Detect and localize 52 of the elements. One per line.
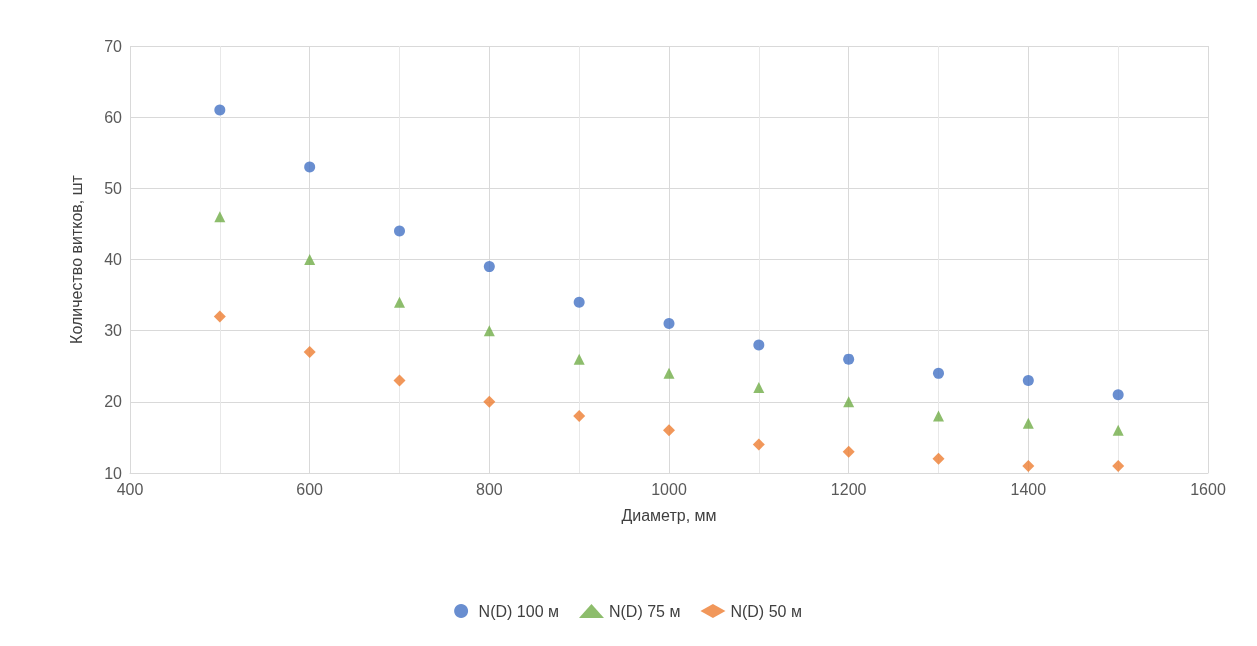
point — [933, 410, 944, 422]
legend-label: N(D) 75 м — [608, 602, 681, 620]
point — [214, 104, 226, 116]
y-tick-label: 70 — [104, 37, 123, 55]
point — [394, 296, 405, 308]
point — [393, 374, 406, 387]
y-tick-label: 30 — [104, 322, 123, 340]
y-tick-label: 50 — [104, 179, 123, 197]
point — [483, 325, 495, 337]
point — [573, 410, 586, 423]
point — [663, 424, 675, 437]
point — [1022, 417, 1034, 429]
x-axis-title: Диаметр, мм — [621, 506, 717, 524]
point — [1112, 424, 1124, 436]
x-tick-label: 1600 — [1190, 480, 1226, 498]
point — [753, 382, 765, 394]
point — [1022, 459, 1035, 472]
point — [483, 261, 495, 273]
point — [214, 211, 226, 223]
y-tick-label: 40 — [104, 251, 123, 268]
y-tick-label: 20 — [104, 393, 123, 411]
y-tick-label: 10 — [104, 464, 123, 482]
point — [843, 353, 855, 365]
point — [753, 339, 765, 351]
legend-label: N(D) 100 м — [478, 602, 559, 620]
point — [843, 396, 855, 408]
x-tick-label: 1000 — [651, 480, 687, 498]
point — [663, 318, 675, 330]
point — [394, 225, 405, 237]
point — [663, 367, 675, 379]
point — [573, 353, 585, 365]
point — [1112, 459, 1125, 472]
point — [1112, 389, 1124, 401]
point — [1022, 374, 1034, 386]
point — [932, 452, 945, 465]
y-tick-label: 60 — [104, 108, 123, 126]
x-tick-label: 1400 — [1010, 480, 1047, 498]
point — [483, 395, 496, 408]
x-tick-label: 600 — [296, 480, 324, 498]
point — [752, 438, 765, 451]
point — [213, 310, 226, 323]
y-axis-title: Количество витков, шт — [67, 174, 85, 344]
x-tick-label: 1200 — [830, 480, 867, 498]
point — [304, 254, 316, 265]
point — [842, 445, 855, 458]
point — [303, 346, 316, 359]
x-tick-label: 400 — [116, 480, 144, 498]
x-tick-label: 800 — [475, 480, 503, 498]
point — [304, 161, 316, 173]
legend-label: N(D) 50 м — [730, 602, 802, 620]
point — [933, 367, 944, 379]
point — [573, 296, 585, 308]
